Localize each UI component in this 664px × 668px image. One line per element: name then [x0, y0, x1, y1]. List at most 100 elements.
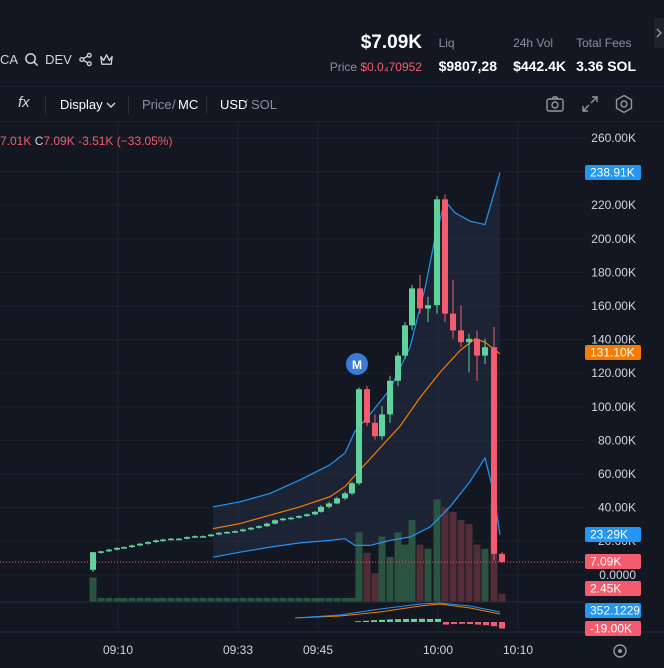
price-toggle[interactable]: Price [142, 97, 172, 112]
y-axis-tick-label: 260.00K [591, 131, 636, 145]
ca-label[interactable]: CA [0, 52, 19, 67]
ohlc-legend: 7.01K C7.09K -3.51K (−33.05%) [0, 134, 172, 148]
candle-up [466, 338, 472, 343]
price-line: Price $0.0₄70952 [330, 60, 422, 74]
candle-up [356, 389, 362, 484]
x-axis-tick-label: 09:45 [303, 643, 333, 657]
oscillator-signal-line [294, 603, 501, 619]
crown-icon[interactable] [99, 52, 114, 67]
ohlc-change: -3.51K (−33.05%) [78, 134, 173, 148]
y-axis-tick-label: 100.00K [591, 400, 636, 414]
volume-bar [105, 597, 113, 602]
y-axis-tick-label: 220.00K [591, 198, 636, 212]
camera-icon[interactable] [545, 95, 565, 113]
histogram-bar [395, 619, 401, 622]
candle-down [499, 553, 505, 563]
candle-up [304, 514, 310, 517]
chart-canvas[interactable]: M260.00K240.00K220.00K200.00K180.00K160.… [0, 122, 664, 668]
toolbar-divider [128, 96, 129, 114]
volume-bar [255, 597, 263, 602]
candle-up [248, 527, 254, 530]
candle-up [121, 547, 127, 549]
chart-toolbar: fx Display Price / MC USD / SOL [0, 86, 664, 122]
price-value: $0.0₄70952 [360, 60, 422, 74]
volume-bar [371, 573, 379, 602]
price-label: Price [329, 60, 358, 74]
migration-marker-icon[interactable] [346, 353, 368, 375]
axis-settings-icon[interactable] [613, 644, 627, 658]
candle-up [153, 540, 159, 543]
histogram-bar [355, 621, 361, 622]
histogram-bar [491, 622, 497, 627]
stat-liq: Liq $9807,28 [439, 36, 497, 74]
sol-toggle[interactable]: SOL [251, 97, 278, 112]
price-badge-label: 2.45K [590, 582, 621, 596]
chart-background [0, 122, 664, 668]
volume-bar [386, 556, 394, 602]
volume-bar [97, 597, 105, 602]
volume-bar [287, 597, 295, 602]
ma-slow-line [212, 338, 501, 530]
axis-settings-icon-dot [618, 649, 622, 653]
candle-down [491, 347, 497, 554]
toolbar-divider [45, 96, 46, 114]
oscillator-line [294, 602, 501, 619]
candle-up [145, 542, 151, 544]
usd-toggle[interactable]: USD [220, 97, 248, 112]
price-badge-label: 7.09K [590, 555, 621, 569]
search-icon[interactable] [24, 52, 39, 67]
volume-bar [473, 544, 481, 602]
price-badge [585, 581, 641, 596]
dev-label[interactable]: DEV [45, 52, 72, 67]
candle-up [232, 531, 238, 533]
volume-bar [113, 597, 121, 602]
stat-fees-value: 3.36 SOL [576, 58, 636, 74]
indicators-button[interactable]: fx [18, 94, 30, 111]
toggle-slash: / [172, 97, 176, 112]
volume-bar [465, 524, 473, 602]
volume-bar [295, 597, 303, 602]
scroll-right-icon[interactable] [654, 18, 664, 48]
mc-toggle[interactable]: MC [178, 97, 199, 112]
volume-bar [247, 597, 255, 602]
candle-up [90, 552, 96, 570]
fullscreen-icon[interactable] [581, 95, 599, 113]
volume-bar [325, 597, 333, 602]
candle-down [474, 338, 480, 356]
display-dropdown[interactable]: Display [60, 97, 103, 112]
price-chart[interactable]: M260.00K240.00K220.00K200.00K180.00K160.… [0, 122, 664, 668]
volume-bar [152, 597, 160, 602]
histogram-bar [435, 618, 441, 622]
price-badge [585, 621, 641, 636]
y-axis-tick-label: 160.00K [591, 299, 636, 313]
histogram-bar [387, 619, 393, 622]
candle-up [312, 511, 318, 515]
histogram-bar [379, 619, 385, 622]
candle-up [409, 288, 415, 326]
volume-bar [175, 597, 183, 602]
histogram-bar [459, 622, 465, 624]
stat-volume: 24h Vol $442.4K [513, 36, 566, 74]
share-icon[interactable] [78, 52, 93, 67]
y-axis-tick-label: 120.00K [591, 366, 636, 380]
candle-up [200, 536, 206, 538]
price-badge [585, 345, 641, 360]
chevron-down-icon[interactable] [106, 101, 116, 109]
volume-bar [215, 597, 223, 602]
volume-bar [167, 597, 175, 602]
histogram-bar [475, 622, 481, 625]
candle-up [425, 305, 431, 309]
x-axis-tick-label: 09:33 [223, 643, 253, 657]
y-axis-tick-label: 200.00K [591, 232, 636, 246]
price-badge [585, 554, 641, 569]
candle-down [458, 330, 464, 343]
volume-bar [303, 597, 311, 602]
market-cap-value: $7.09K [360, 32, 422, 53]
volume-bar [207, 597, 215, 602]
candle-up [334, 498, 340, 504]
settings-icon[interactable] [614, 94, 634, 114]
volume-bar [449, 511, 457, 602]
price-badge-label: 238.91K [590, 166, 635, 180]
volume-bar [223, 597, 231, 602]
candle-down [450, 313, 456, 331]
